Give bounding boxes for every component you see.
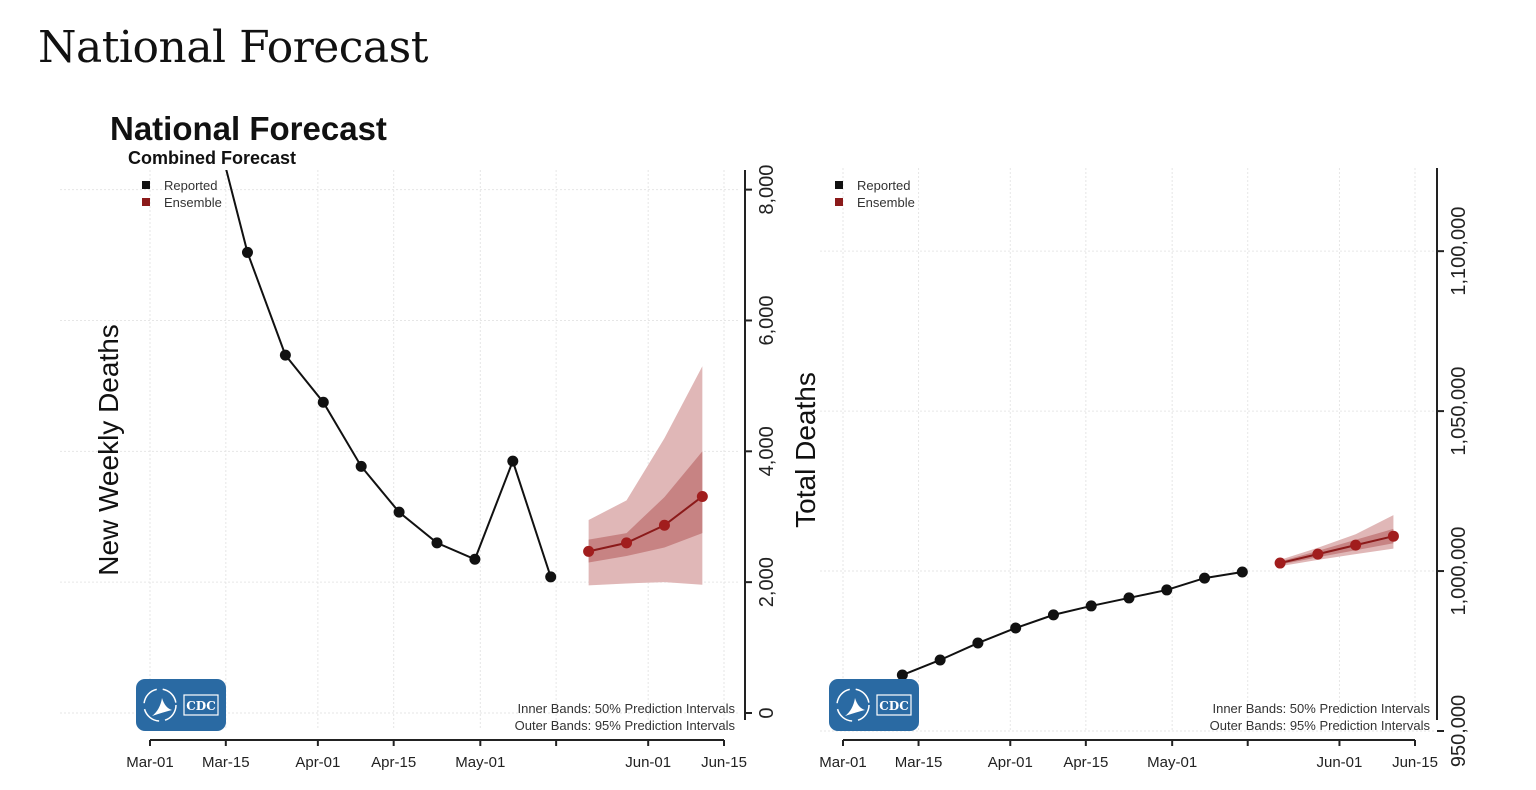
band-note: Outer Bands: 95% Prediction Intervals: [1210, 718, 1431, 733]
cdc-logo: CDC: [829, 679, 919, 731]
cdc-wordmark: CDC: [879, 699, 909, 713]
legend-label: Ensemble: [857, 195, 915, 210]
data-point-reported: [317, 396, 329, 408]
x-tick-label: Jun-15: [701, 754, 747, 771]
x-tick-label: Apr-15: [1063, 754, 1108, 771]
x-tick-label: May-01: [1147, 754, 1197, 771]
data-point-ensemble: [621, 537, 633, 549]
prediction-band-50: [588, 451, 703, 563]
chart-panel-2: Mar-01 Mar-15 Apr-01 Apr-15 May-01 Jun-01 Jun-…: [790, 168, 1470, 771]
x-tick-label: Apr-01: [988, 754, 1033, 771]
data-point-ensemble: [1387, 530, 1399, 542]
legend-swatch: [142, 198, 150, 206]
series-line-reported: [225, 170, 552, 578]
cdc-wordmark-box: [183, 694, 219, 716]
data-point-ensemble: [1312, 548, 1324, 560]
data-point-reported: [469, 553, 481, 565]
cdc-logo-badge: [136, 679, 226, 731]
data-point-reported: [934, 654, 946, 666]
prediction-band-95: [1280, 515, 1394, 567]
y-axis-label: New Weekly Deaths: [93, 324, 124, 576]
x-tick-label: May-01: [455, 754, 505, 771]
data-point-reported: [896, 669, 908, 681]
hhs-eagle-icon: [143, 688, 177, 722]
y-tick-label: 950,000: [1448, 695, 1470, 767]
y-tick-label: 8,000: [756, 165, 778, 215]
x-tick-label: Jun-15: [1392, 754, 1438, 771]
data-point-reported: [279, 349, 291, 361]
cdc-logo: CDC: [136, 679, 226, 731]
band-note: Inner Bands: 50% Prediction Intervals: [517, 701, 735, 716]
series-line-reported: [901, 571, 1243, 676]
y-tick-label: 6,000: [756, 295, 778, 345]
data-point-reported: [1047, 609, 1059, 621]
hhs-eagle-icon: [836, 688, 870, 722]
x-tick-label: Mar-01: [126, 754, 174, 771]
legend-swatch: [142, 181, 150, 189]
data-point-reported: [545, 571, 557, 583]
data-point-reported: [1161, 584, 1173, 596]
data-point-ensemble: [658, 519, 670, 531]
x-tick-label: Apr-15: [371, 754, 416, 771]
data-point-reported: [393, 506, 405, 518]
series-line-ensemble: [1279, 535, 1394, 565]
plot-area: [896, 515, 1399, 681]
data-point-reported: [1199, 572, 1211, 584]
data-point-reported: [1236, 566, 1248, 578]
data-point-ensemble: [1350, 539, 1362, 551]
page-title: National Forecast: [38, 22, 428, 73]
data-point-reported: [241, 246, 253, 258]
legend-label: Reported: [164, 178, 217, 193]
y-tick-label: 1,050,000: [1448, 367, 1470, 456]
data-point-reported: [1123, 592, 1135, 604]
legend-label: Ensemble: [164, 195, 222, 210]
x-tick-label: Mar-01: [819, 754, 867, 771]
chart-subtitle: Combined Forecast: [128, 148, 296, 168]
x-tick-label: Jun-01: [625, 754, 671, 771]
x-tick-label: Mar-15: [202, 754, 250, 771]
y-axis-label: Total Deaths: [790, 372, 821, 528]
chart-title: National Forecast: [110, 110, 387, 147]
band-note: Outer Bands: 95% Prediction Intervals: [515, 718, 736, 733]
plot-area: [204, 99, 708, 586]
x-tick-label: Jun-01: [1317, 754, 1363, 771]
data-point-ensemble: [1274, 557, 1286, 569]
y-tick-label: 2,000: [756, 557, 778, 607]
x-tick-label: Mar-15: [895, 754, 943, 771]
data-point-ensemble: [696, 490, 708, 502]
hhs-eagle-icon: [152, 698, 172, 716]
data-point-reported: [431, 537, 443, 549]
data-point-reported: [204, 99, 215, 110]
y-tick-label: 4,000: [756, 426, 778, 476]
data-point-reported: [507, 455, 519, 467]
legend-label: Reported: [857, 178, 910, 193]
legend-swatch: [835, 181, 843, 189]
chart-panel-1: Mar-01 Mar-15 Apr-01 Apr-15 May-01 Jun-01 Jun-…: [60, 99, 778, 771]
y-tick-label: 0: [756, 707, 778, 718]
legend-swatch: [835, 198, 843, 206]
data-point-reported: [355, 460, 367, 472]
cdc-wordmark: CDC: [186, 699, 216, 713]
cdc-wordmark-box: [876, 694, 912, 716]
y-tick-label: 1,100,000: [1448, 207, 1470, 296]
data-point-reported: [972, 637, 984, 649]
x-tick-label: Apr-01: [295, 754, 340, 771]
band-note: Inner Bands: 50% Prediction Intervals: [1212, 701, 1430, 716]
y-tick-label: 1,000,000: [1448, 527, 1470, 616]
data-point-reported: [1085, 600, 1097, 612]
data-point-reported: [1010, 622, 1022, 634]
cdc-logo-badge: [829, 679, 919, 731]
data-point-ensemble: [583, 545, 595, 557]
series-line-ensemble: [588, 495, 703, 553]
hhs-eagle-icon: [845, 698, 865, 716]
